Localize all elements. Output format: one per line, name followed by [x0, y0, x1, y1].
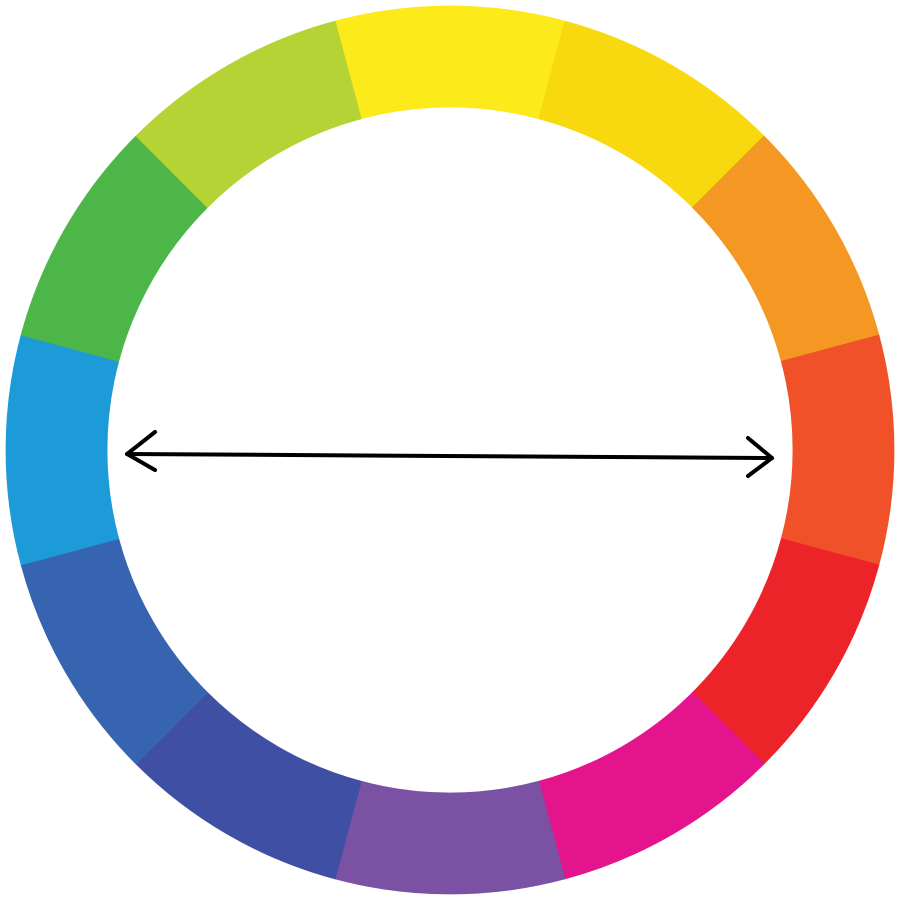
- arrow-head-left-icon: [125, 430, 157, 472]
- arrow-shaft: [125, 452, 774, 460]
- diameter-arrow: [125, 430, 774, 478]
- arrow-head-right-icon: [746, 436, 774, 478]
- wheel-segment-violet: [334, 780, 566, 895]
- wheel-segment-blue-green: [5, 334, 120, 566]
- wheel-segment-red-orange: [780, 334, 895, 566]
- wheel-segments: [5, 5, 895, 895]
- wheel-segment-yellow-green: [135, 20, 362, 209]
- wheel-segment-yellow: [334, 5, 566, 120]
